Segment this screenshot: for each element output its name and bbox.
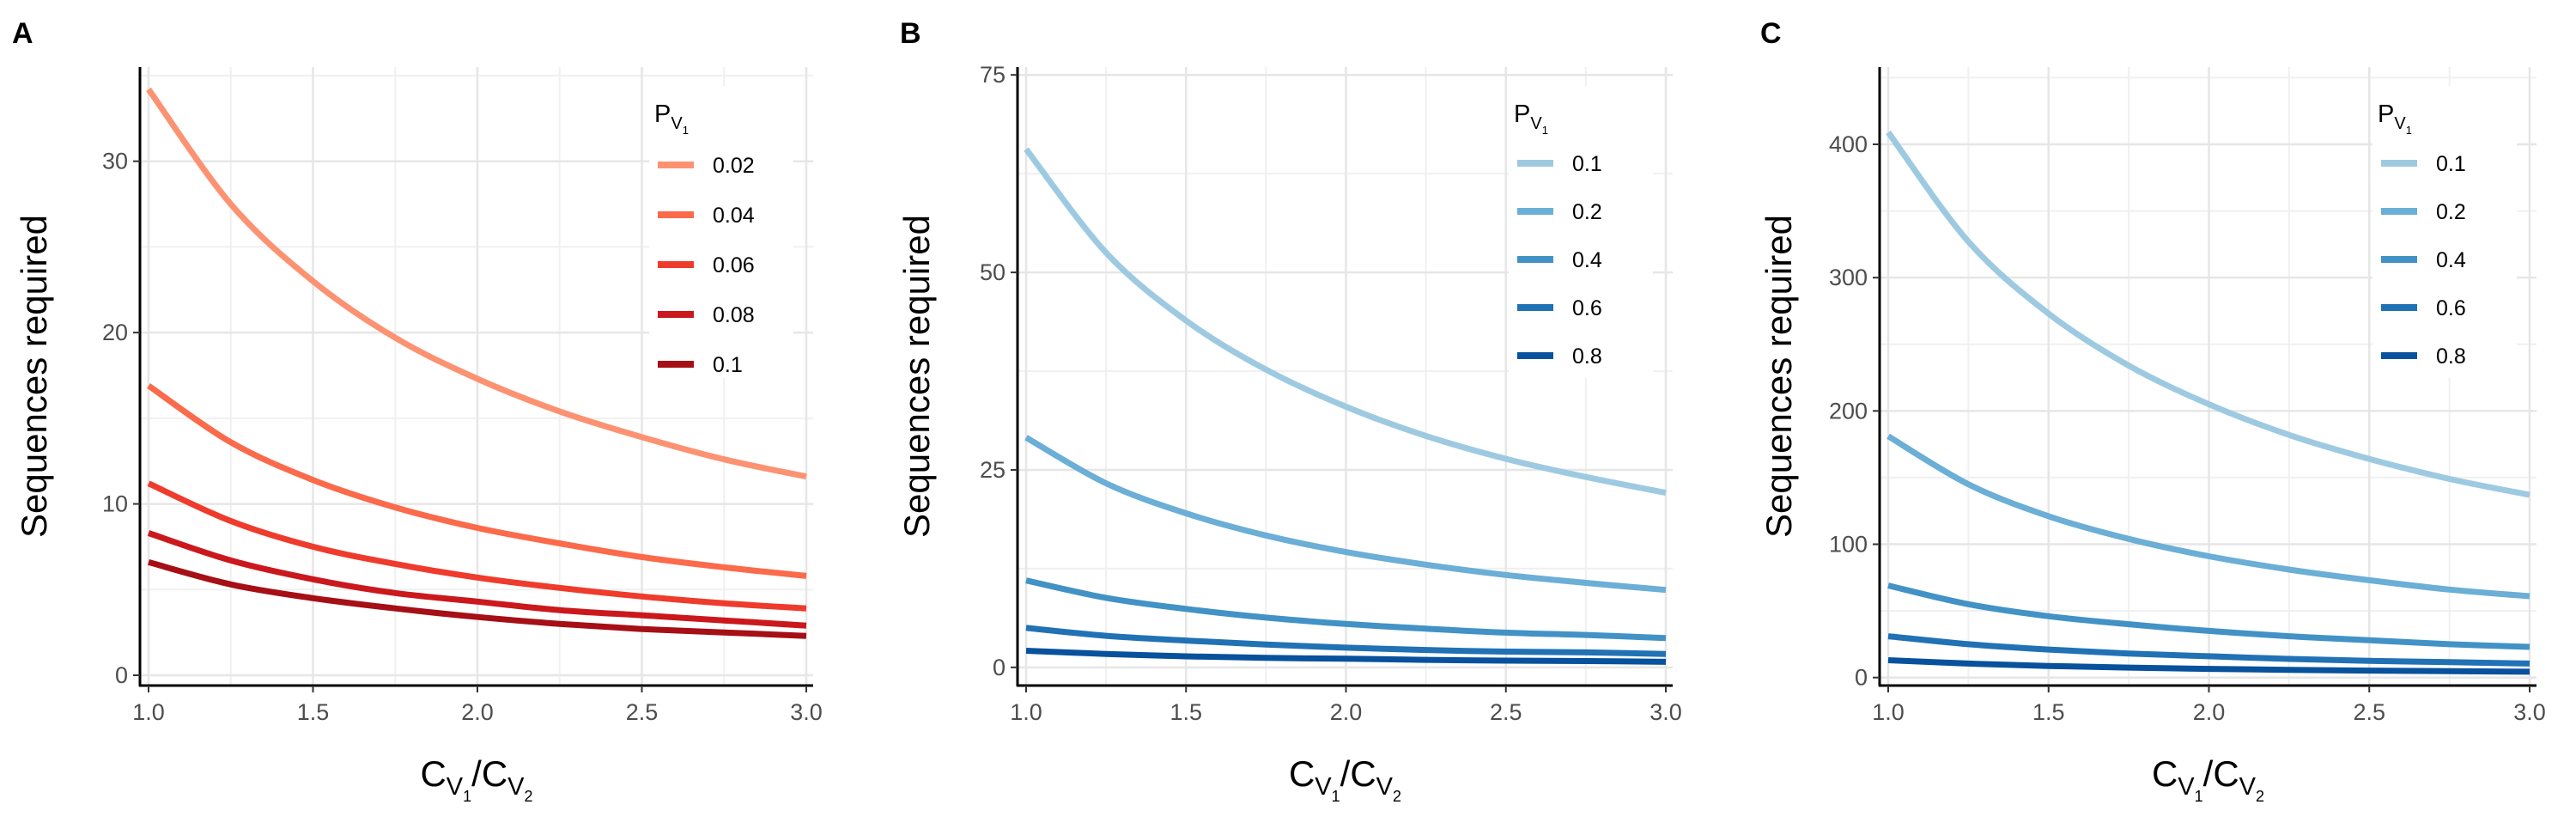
legend-background [1509,86,1653,378]
series-line-0.4 [1025,577,1667,642]
legend: PV1 0.02 0.04 0.06 0.08 0.1 [649,86,793,378]
y-axis-label: Sequences required [14,215,54,538]
legend: PV1 0.1 0.2 0.4 0.6 0.8 [1509,86,1653,378]
legend-label: 0.8 [2436,344,2466,369]
legend-background [2372,86,2517,378]
y-tick-label: 0 [115,662,128,688]
legend-label: 0.1 [2436,152,2466,176]
x-tick-label: 2.0 [461,699,494,725]
panel-a: A 1.0 1.5 2.0 2.5 3.0 0 10 20 30 Sequences require… [12,17,823,805]
legend-label: 0.08 [713,303,755,327]
y-tick-label: 200 [1829,398,1868,424]
y-tick-label: 25 [980,457,1005,483]
x-tick-label: 1.0 [1010,699,1042,725]
series-line-0.2 [1886,433,2530,600]
x-axis-label: CV1/CV2 [1289,753,1401,805]
y-tick-label: 300 [1829,265,1868,290]
series-line-0.02 [146,87,807,480]
series-group [1886,130,2530,675]
x-tick-label: 2.0 [2193,699,2226,725]
y-tick-label: 20 [102,320,128,345]
x-axis-label: CV1/CV2 [420,753,532,805]
panel-b: B 1.0 1.5 2.0 2.5 3.0 0 25 50 75 Sequences require… [896,17,1682,805]
legend-label: 0.2 [1572,200,1602,224]
series-line-0.06 [147,480,807,612]
legend-title: PV1 [2378,101,2412,137]
y-tick-label: 400 [1829,131,1868,157]
y-axis-label: Sequences required [896,215,937,538]
y-tick-label: 75 [980,62,1005,88]
legend-title: PV1 [654,101,689,137]
legend-label: 0.6 [1572,296,1602,320]
series-line-0.6 [1887,633,2530,667]
series-line-0.1 [1024,147,1667,497]
x-tick-label: 2.0 [1330,699,1363,725]
x-tick-label: 2.5 [626,699,659,725]
series-line-0.1 [1886,130,2530,498]
series-group [1024,147,1667,665]
x-tick-label: 1.0 [132,699,165,725]
series-line-0.8 [1025,648,1667,665]
x-tick-label: 3.0 [790,699,823,725]
legend-title: PV1 [1514,101,1548,137]
legend-label: 0.02 [713,154,755,178]
y-tick-label: 10 [102,491,128,517]
series-line-0.08 [147,530,807,629]
legend-label: 0.6 [2436,296,2466,320]
panel-letter: A [12,17,33,50]
y-tick-label: 30 [102,149,128,174]
x-tick-label: 2.5 [1490,699,1522,725]
series-line-0.04 [147,383,807,579]
legend-label: 0.06 [713,253,755,277]
legend-label: 0.2 [2436,200,2466,224]
series-group [146,87,807,639]
series-line-0.1 [148,559,807,639]
x-tick-label: 3.0 [2513,699,2546,725]
y-tick-label: 0 [993,655,1005,680]
y-tick-label: 0 [1855,665,1868,691]
panel-letter: B [900,17,921,50]
legend-label: 0.4 [2436,248,2466,272]
legend-label: 0.1 [1572,152,1602,176]
panel-letter: C [1760,17,1782,50]
x-axis-label: CV1/CV2 [2152,753,2264,805]
legend-label: 0.04 [713,204,755,228]
series-line-0.4 [1887,582,2530,650]
x-tick-label: 1.5 [1170,699,1202,725]
x-tick-label: 3.0 [1649,699,1682,725]
series-line-0.2 [1024,435,1667,594]
legend-label: 0.4 [1572,248,1602,272]
legend: PV1 0.1 0.2 0.4 0.6 0.8 [2372,86,2517,378]
series-line-0.6 [1025,625,1667,657]
y-tick-label: 100 [1829,532,1868,558]
panel-c: C 1.0 1.5 2.0 2.5 3.0 0 100 200 300 400 Sequences r… [1759,17,2546,805]
legend-background [649,86,793,378]
series-line-0.8 [1887,657,2530,675]
x-tick-label: 1.5 [2032,699,2065,725]
x-tick-label: 1.0 [1872,699,1905,725]
legend-label: 0.1 [713,353,743,377]
y-axis-label: Sequences required [1759,215,1799,538]
y-tick-label: 50 [980,259,1005,285]
x-tick-label: 1.5 [297,699,330,725]
x-tick-label: 2.5 [2353,699,2385,725]
legend-label: 0.8 [1572,344,1602,369]
grid [140,67,813,686]
